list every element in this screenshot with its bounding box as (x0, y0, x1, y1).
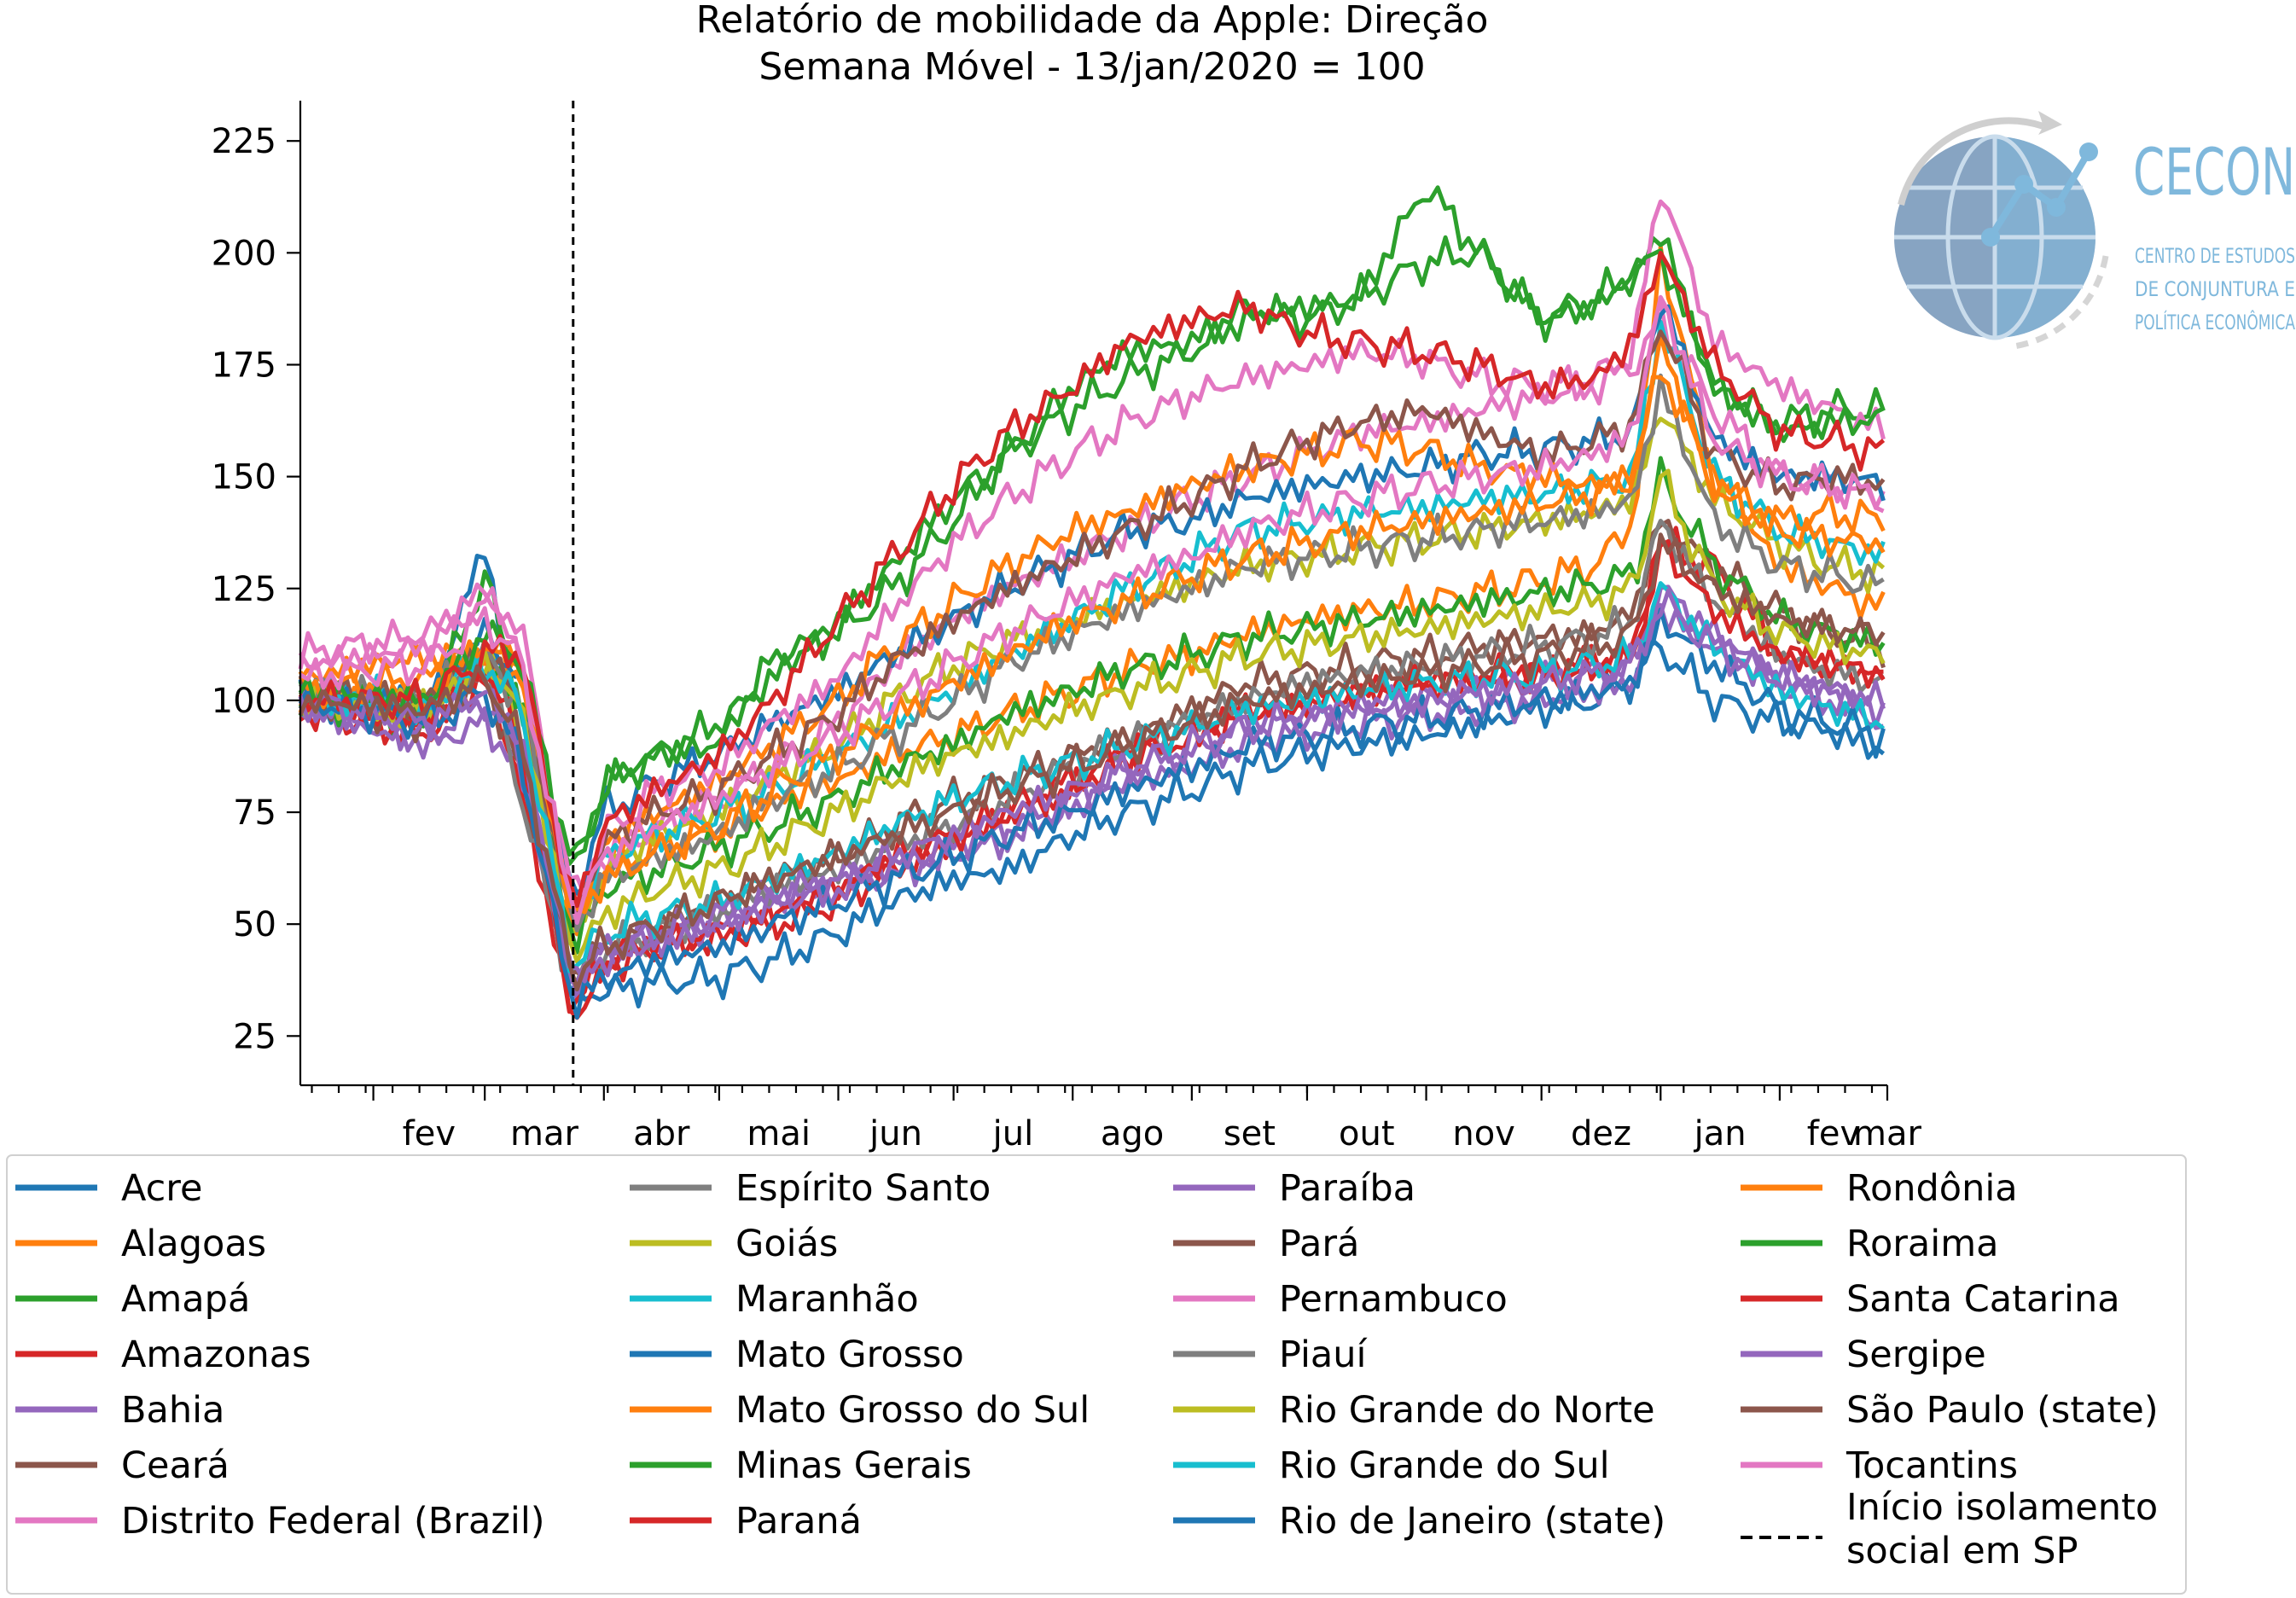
series-line-sao-paulo-state (298, 532, 1886, 991)
logo-line-1: CENTRO DE ESTUDOS (2135, 244, 2295, 268)
x-tick-label: jul (992, 1114, 1034, 1153)
legend-item-piaui: Piauí (1173, 1334, 1369, 1376)
y-tick-label: 150 (212, 458, 276, 497)
legend-item-amazonas: Amazonas (15, 1334, 311, 1376)
plot-area (298, 185, 1886, 1020)
y-axis: 25 50 75 100 125 150 175 200 225 (212, 101, 302, 1085)
x-tick-label: fev (403, 1114, 456, 1153)
x-tick-label: jan (1694, 1114, 1747, 1153)
legend-label: Mato Grosso do Sul (735, 1389, 1090, 1432)
legend-label: Paraná (735, 1500, 862, 1543)
legend-item-goias: Goiás (630, 1223, 838, 1265)
y-tick-label: 100 (212, 682, 276, 721)
legend-item-rio-de-janeiro-state: Rio de Janeiro (state) (1173, 1500, 1665, 1543)
legend-label: Amapá (121, 1278, 250, 1321)
legend-label: Goiás (735, 1223, 838, 1265)
legend-item-alagoas: Alagoas (15, 1223, 266, 1265)
legend-item-minas-gerais: Minas Gerais (630, 1444, 972, 1487)
legend-item-ceara: Ceará (15, 1444, 230, 1487)
legend-label: Santa Catarina (1846, 1278, 2120, 1321)
chart-subtitle: Semana Móvel - 13/jan/2020 = 100 (759, 45, 1425, 89)
x-tick-label: abr (633, 1114, 690, 1153)
series-line-pernambuco (298, 199, 1886, 898)
legend-item-rondonia: Rondônia (1741, 1167, 2018, 1210)
legend-item-rio-grande-do-sul: Rio Grande do Sul (1173, 1444, 1610, 1487)
legend-label: Minas Gerais (735, 1444, 972, 1487)
legend-label: Roraima (1846, 1223, 1998, 1265)
legend-item-sergipe: Sergipe (1741, 1334, 1986, 1376)
legend-item-parana: Paraná (630, 1500, 862, 1543)
legend-item-maranhao: Maranhão (630, 1278, 919, 1321)
legend-item-pernambuco: Pernambuco (1173, 1278, 1508, 1321)
x-tick-label: ago (1101, 1114, 1164, 1153)
y-tick-label: 225 (212, 122, 276, 161)
legend-label: Amazonas (121, 1334, 311, 1376)
legend-label: Mato Grosso (735, 1334, 964, 1376)
legend-item-espirito-santo: Espírito Santo (630, 1167, 991, 1210)
legend-label: Rio de Janeiro (state) (1279, 1500, 1665, 1543)
legend-label: Tocantins (1846, 1444, 2018, 1487)
x-axis: fev mar abr mai jun jul ago set out nov dez jan fevm… (300, 1084, 1922, 1153)
legend-item-rio-grande-do-norte: Rio Grande do Norte (1173, 1389, 1655, 1432)
legend: Acre Alagoas Amapá Amazonas Bahia Ceará Distri… (15, 1167, 2159, 1572)
y-tick-label: 175 (212, 346, 276, 385)
series-line-tocantins (299, 294, 1885, 925)
legend-item-paraiba: Paraíba (1173, 1167, 1415, 1210)
y-tick-label: 125 (212, 570, 276, 609)
legend-item-distrito-federal-brazil: Distrito Federal (Brazil) (15, 1500, 545, 1543)
legend-item-mato-grosso: Mato Grosso (630, 1334, 964, 1376)
legend-item-tocantins: Tocantins (1741, 1444, 2018, 1487)
legend-label: Piauí (1279, 1334, 1369, 1376)
legend-item-sao-paulo-state: São Paulo (state) (1741, 1389, 2159, 1432)
legend-item-roraima: Roraima (1741, 1223, 1998, 1265)
y-tick-label: 50 (233, 905, 276, 944)
x-tick-label: nov (1452, 1114, 1515, 1153)
x-tick-label: fev (1807, 1114, 1860, 1153)
logo-line-3: POLÍTICA ECONÔMICA (2135, 309, 2295, 334)
y-tick-label: 200 (212, 234, 276, 273)
x-tick-label: mar (1853, 1114, 1921, 1153)
legend-item-para: Pará (1173, 1223, 1359, 1265)
x-tick-label: jun (869, 1114, 922, 1153)
legend-item-bahia: Bahia (15, 1389, 224, 1432)
y-tick-label: 75 (233, 793, 276, 833)
legend-item-amapa: Amapá (15, 1278, 250, 1321)
legend-label-line-1: Início isolamento (1846, 1486, 2158, 1529)
legend-label: Sergipe (1846, 1334, 1986, 1376)
legend-item-santa-catarina: Santa Catarina (1741, 1278, 2120, 1321)
legend-label: Ceará (121, 1444, 230, 1487)
legend-label: Distrito Federal (Brazil) (121, 1500, 545, 1543)
x-tick-label: set (1224, 1114, 1276, 1153)
legend-label: Acre (121, 1167, 203, 1210)
legend-label: Bahia (121, 1389, 224, 1432)
logo-line-2: DE CONJUNTURA E (2135, 277, 2295, 301)
series-line-rio-de-janeiro-state (298, 607, 1886, 1020)
legend-label: Alagoas (121, 1223, 266, 1265)
y-tick-label: 25 (233, 1017, 276, 1056)
legend-label: Rondônia (1846, 1167, 2018, 1210)
legend-label-line-2: social em SP (1846, 1530, 2078, 1572)
legend-label: Pará (1279, 1223, 1359, 1265)
x-tick-label: mai (747, 1114, 811, 1153)
logo-name: CECON (2133, 134, 2295, 210)
legend-label: Rio Grande do Norte (1279, 1389, 1655, 1432)
legend-label: Pernambuco (1279, 1278, 1508, 1321)
cecon-logo: CECON CENTRO DE ESTUDOS DE CONJUNTURA E … (1894, 111, 2295, 350)
legend-label: Paraíba (1279, 1167, 1415, 1210)
legend-item-mato-grosso-do-sul: Mato Grosso do Sul (630, 1389, 1090, 1432)
legend-label: Espírito Santo (735, 1167, 991, 1210)
legend-label: Rio Grande do Sul (1279, 1444, 1610, 1487)
chart-title: Relatório de mobilidade da Apple: Direçã… (696, 0, 1489, 42)
x-tick-label: mar (510, 1114, 578, 1153)
x-tick-label: dez (1571, 1114, 1631, 1153)
legend-item-acre: Acre (15, 1167, 203, 1210)
x-tick-label: out (1339, 1114, 1395, 1153)
legend-label: Maranhão (735, 1278, 919, 1321)
legend-label: São Paulo (state) (1846, 1389, 2159, 1432)
legend-box (6, 1154, 2187, 1595)
